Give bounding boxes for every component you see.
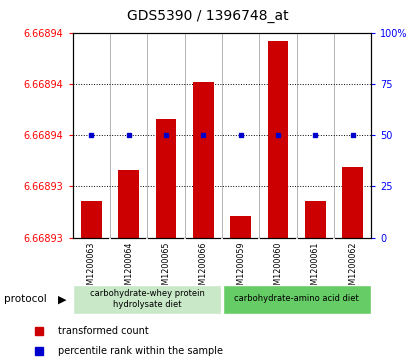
Bar	[156, 119, 176, 238]
Text: GSM1200065: GSM1200065	[161, 241, 171, 295]
Text: ▶: ▶	[58, 294, 66, 305]
Text: transformed count: transformed count	[58, 326, 149, 336]
Bar	[342, 167, 363, 238]
Text: GSM1200064: GSM1200064	[124, 241, 133, 295]
Bar	[193, 82, 214, 238]
Text: GSM1200063: GSM1200063	[87, 241, 96, 295]
FancyBboxPatch shape	[73, 285, 221, 314]
Text: GSM1200062: GSM1200062	[348, 241, 357, 295]
Text: carbohydrate-amino acid diet: carbohydrate-amino acid diet	[234, 294, 359, 303]
Text: GSM1200061: GSM1200061	[311, 241, 320, 295]
Bar	[305, 201, 326, 238]
Bar	[230, 216, 251, 238]
Text: protocol: protocol	[4, 294, 47, 305]
FancyBboxPatch shape	[223, 285, 371, 314]
Text: percentile rank within the sample: percentile rank within the sample	[58, 346, 223, 356]
Text: GSM1200059: GSM1200059	[236, 241, 245, 295]
Text: GSM1200060: GSM1200060	[273, 241, 283, 295]
Bar	[118, 170, 139, 238]
Text: carbohydrate-whey protein
hydrolysate diet: carbohydrate-whey protein hydrolysate di…	[90, 289, 205, 309]
Bar	[268, 41, 288, 238]
Text: GDS5390 / 1396748_at: GDS5390 / 1396748_at	[127, 9, 288, 23]
Text: GSM1200066: GSM1200066	[199, 241, 208, 295]
Bar	[81, 201, 102, 238]
